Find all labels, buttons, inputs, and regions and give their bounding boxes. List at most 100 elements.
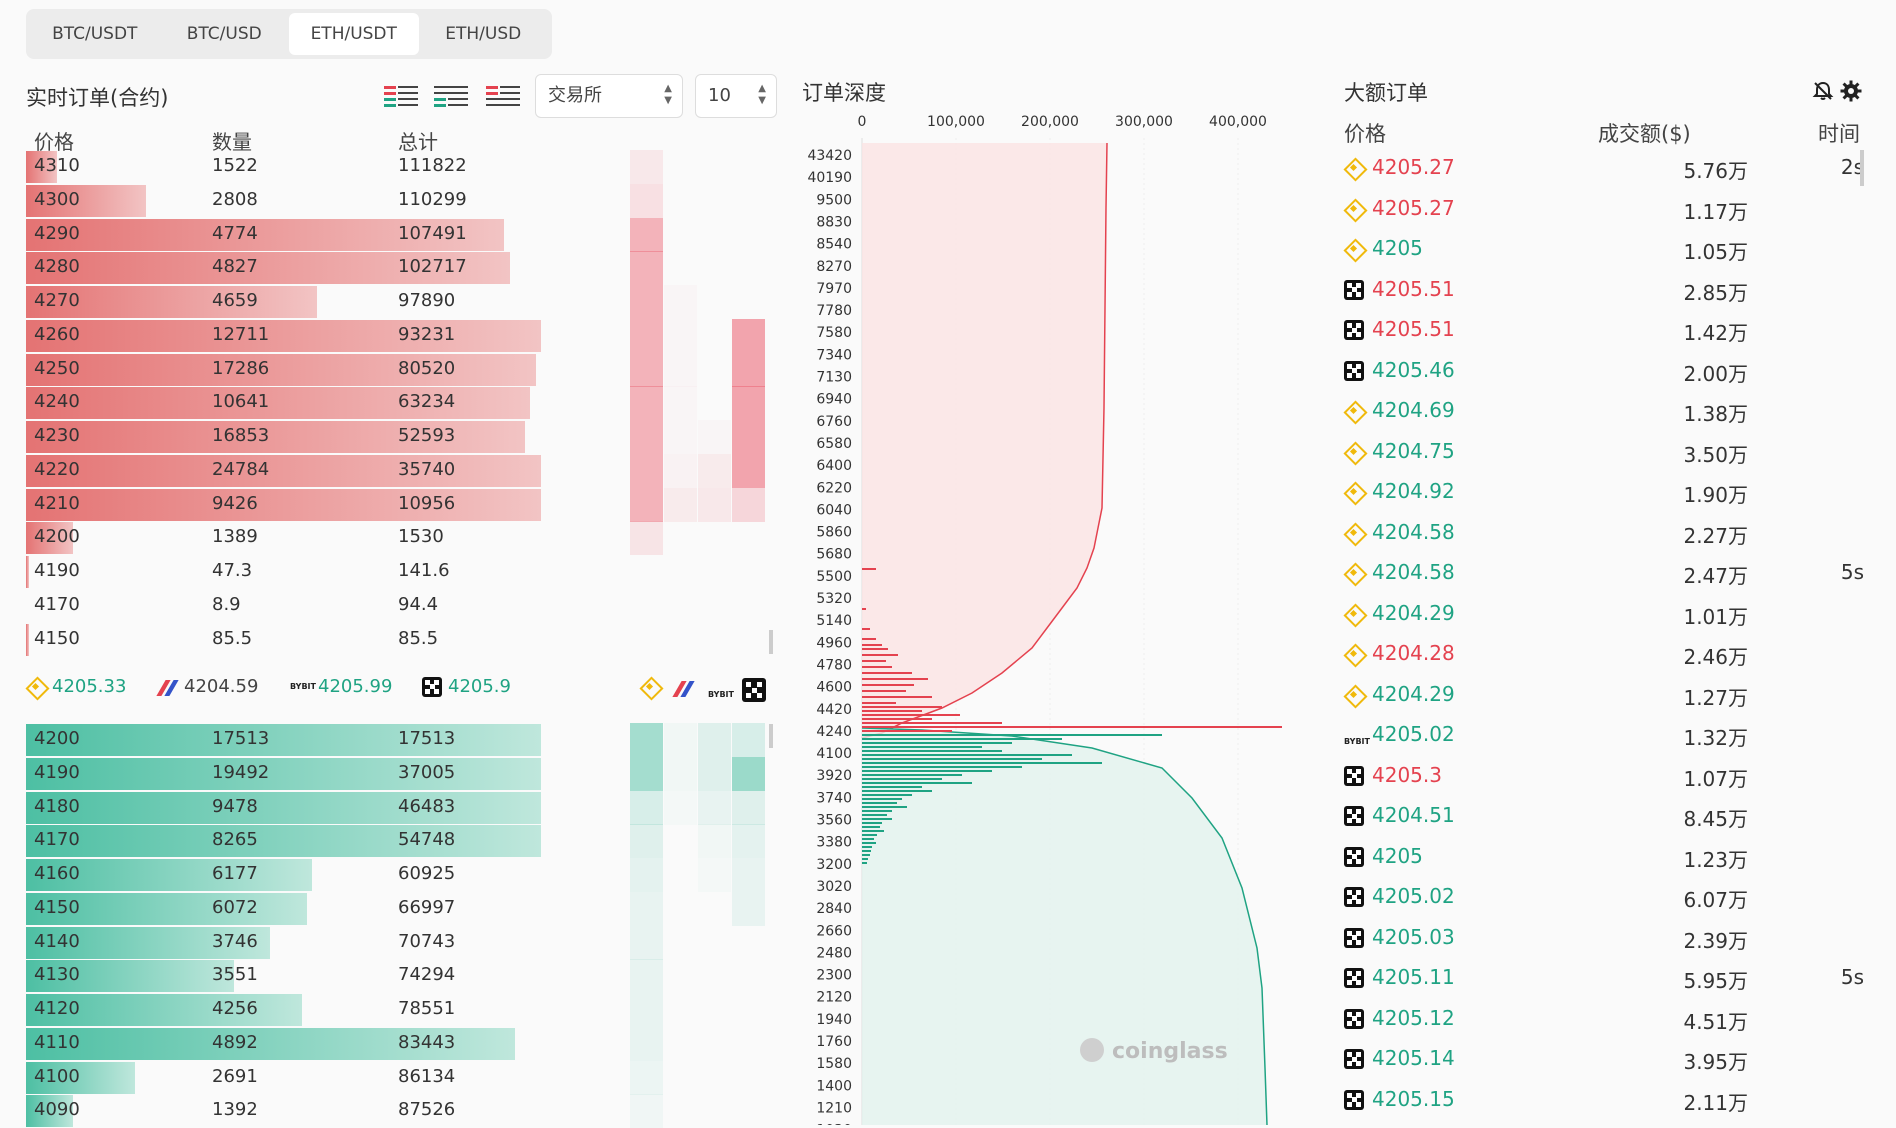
large-order-row: 4205.03 2.39万: [1344, 920, 1864, 960]
orderbook-row: 4200 17513 17513: [26, 723, 546, 756]
row-total: 66997: [398, 896, 456, 918]
heatmap-cell: [664, 453, 697, 488]
large-order-row: 4204.28 2.46万: [1344, 636, 1864, 676]
orderbook-row: 4190 47.3 141.6: [26, 555, 546, 588]
bid-bar: [862, 790, 932, 792]
depth-bar: [26, 218, 505, 251]
y-tick-label: 7340: [816, 347, 852, 363]
row-total: 78551: [398, 998, 456, 1019]
large-order-amount: 1.01万: [1683, 604, 1748, 629]
large-order-row: 4205.12 4.51万: [1344, 1001, 1864, 1041]
heatmap-cell: [630, 183, 663, 218]
large-order-price: 4204.92: [1372, 479, 1455, 503]
ask-bar: [862, 706, 942, 708]
large-order-price: 4204.51: [1372, 803, 1455, 827]
heatmap-cell: [630, 386, 663, 421]
large-order-row: 4205.46 2.00万: [1344, 353, 1864, 393]
orderbook-row: 4220 24784 35740: [26, 454, 546, 487]
y-tick-label: 4960: [816, 635, 852, 651]
orderbook-row: 4140 3746 70743: [26, 926, 546, 959]
row-total: 141.6: [398, 560, 450, 581]
row-price: 4210: [34, 492, 80, 514]
row-qty: 3551: [212, 964, 258, 986]
large-order-price: 4204.28: [1372, 641, 1455, 665]
large-order-amount: 1.17万: [1683, 199, 1748, 224]
row-total: 37005: [398, 761, 456, 783]
large-order-amount: 1.05万: [1683, 240, 1748, 264]
orderbook-both-icon[interactable]: [384, 84, 418, 108]
gear-icon[interactable]: [1840, 80, 1862, 102]
heatmap-cell: [664, 487, 697, 522]
large-order-price: 4205.51: [1372, 276, 1455, 301]
tab-btc-usdt[interactable]: BTC/USDT: [52, 24, 138, 44]
heatmap-cell: [630, 1026, 663, 1061]
large-order-row: 4205.27 5.76万 2s: [1344, 150, 1864, 190]
mid-price-bitmex: 4204.59: [184, 676, 259, 697]
depth-bar: [26, 791, 541, 824]
bell-off-icon[interactable]: [1812, 80, 1834, 102]
large-orders-scrollbar[interactable]: [1860, 150, 1864, 186]
row-qty: 9426: [212, 492, 258, 514]
heatmap-cell: [732, 790, 765, 825]
y-tick-label: 5140: [816, 613, 852, 629]
binance-icon: [1344, 158, 1364, 183]
large-order-row: 4205.15 2.11万: [1344, 1082, 1864, 1122]
orderbook-row: 4210 9426 10956: [26, 488, 546, 521]
y-tick-label: 1210: [816, 1100, 852, 1116]
heatmap-cell: [630, 521, 663, 556]
bid-bar: [862, 734, 1162, 736]
large-order-amount: 2.39万: [1683, 928, 1748, 953]
bitmex-icon: [674, 680, 694, 696]
tab-btc-usd[interactable]: BTC/USD: [186, 24, 262, 44]
bid-bar: [862, 810, 892, 812]
large-order-price: 4205.3: [1372, 762, 1442, 787]
depth-select[interactable]: 10 ▲ ▼: [695, 74, 777, 118]
y-tick-label: 8830: [816, 214, 852, 230]
row-total: 83443: [398, 1031, 456, 1053]
asks-scrollbar[interactable]: [769, 630, 773, 654]
orderbook-asks-icon[interactable]: [486, 84, 520, 108]
exchange-select[interactable]: 交易所 ▲ ▼: [535, 74, 683, 118]
row-price: 4190: [34, 560, 80, 581]
y-tick-label: 7580: [816, 325, 852, 341]
row-total: 86134: [398, 1065, 456, 1087]
bid-bar: [862, 738, 1062, 740]
row-qty: 4256: [212, 998, 258, 1019]
bids-scrollbar[interactable]: [769, 724, 773, 748]
binance-icon: [1344, 239, 1364, 264]
exchange-select-value: 交易所: [548, 85, 602, 106]
tab-eth-usdt[interactable]: ETH/USDT: [289, 13, 419, 55]
binance-icon: [1344, 401, 1364, 426]
ask-bar: [862, 568, 876, 570]
ask-depth-line: [861, 142, 1108, 739]
orderbook-row: 4270 4659 97890: [26, 285, 546, 318]
row-qty: 6177: [212, 863, 258, 884]
okx-icon: [1344, 846, 1364, 872]
large-order-price: 4204.75: [1372, 438, 1455, 463]
bid-bar: [862, 802, 897, 804]
depth-bar: [26, 151, 58, 183]
depth-bar: [26, 184, 146, 217]
bid-bar: [862, 806, 907, 808]
binance-icon: [1344, 523, 1364, 548]
large-order-row: 4205 1.23万: [1344, 839, 1864, 879]
orderbook-bids-icon[interactable]: [434, 84, 468, 108]
heatmap-cell: [630, 723, 663, 757]
row-price: 4190: [34, 761, 80, 783]
row-price: 4280: [34, 256, 80, 278]
y-tick-label: 4780: [816, 657, 852, 673]
row-qty: 1392: [212, 1099, 258, 1121]
tab-eth-usd[interactable]: ETH/USD: [445, 24, 522, 44]
bid-bar: [862, 854, 870, 856]
row-qty: 8.9: [212, 593, 241, 615]
y-tick-label: 6400: [816, 458, 852, 474]
ask-bar: [862, 696, 932, 698]
row-price: 4160: [34, 863, 80, 884]
heatmap-cell: [630, 756, 663, 791]
row-total: 63234: [398, 391, 456, 413]
orderbook-row: 4250 17286 80520: [26, 353, 546, 386]
y-tick-label: 2300: [816, 968, 852, 984]
large-order-price: 4205: [1372, 843, 1423, 868]
large-order-price: 4205.03: [1372, 924, 1455, 949]
heatmap-cell: [630, 318, 663, 353]
